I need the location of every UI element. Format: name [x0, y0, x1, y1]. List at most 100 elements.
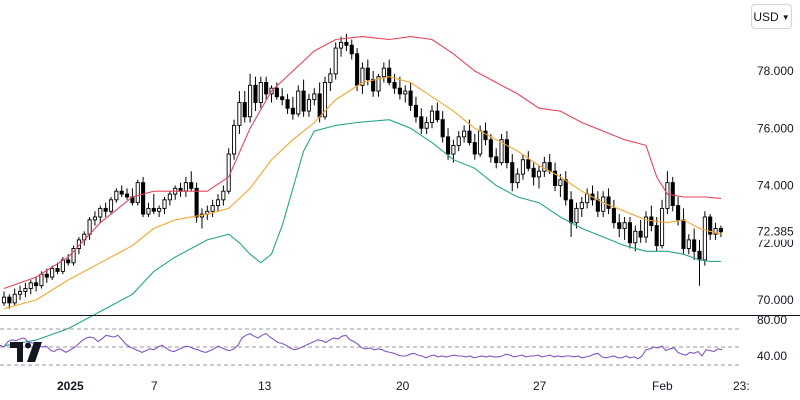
candle	[435, 102, 440, 123]
candle	[312, 88, 317, 106]
candle	[199, 208, 205, 229]
tradingview-logo-icon	[10, 342, 46, 367]
candle-body	[7, 296, 12, 304]
candle-body	[12, 293, 17, 304]
candle	[162, 196, 167, 215]
candle-body	[686, 239, 691, 249]
candle	[221, 185, 226, 206]
candle-body	[18, 290, 23, 295]
candle-body	[563, 179, 568, 201]
candle	[713, 222, 718, 240]
candle	[660, 199, 665, 249]
time-axis-label: 20	[396, 379, 410, 393]
candle	[189, 171, 194, 192]
candle-body	[360, 67, 365, 86]
price-axis-label: 78.000	[757, 64, 794, 78]
candle	[360, 62, 365, 94]
candle	[178, 182, 183, 197]
candle	[499, 133, 504, 166]
candle	[397, 76, 402, 100]
candle	[510, 154, 515, 192]
candle-body	[601, 196, 606, 212]
candle-body	[322, 81, 328, 118]
candle-body	[622, 222, 627, 229]
candle	[301, 79, 306, 117]
candle	[23, 282, 28, 298]
candle	[665, 171, 670, 215]
candle-body	[617, 222, 622, 229]
candle-body	[151, 207, 156, 212]
candle	[697, 239, 702, 286]
candle-body	[504, 139, 509, 164]
candle-body	[574, 207, 579, 224]
candle	[558, 174, 563, 197]
candle-body	[429, 110, 435, 123]
candle-body	[676, 205, 681, 221]
candle	[306, 93, 312, 117]
candle-body	[103, 207, 108, 212]
candle-body	[451, 144, 456, 155]
candle	[520, 154, 525, 180]
candle-body	[595, 199, 600, 212]
candle-body	[312, 93, 317, 101]
candle	[135, 179, 140, 206]
candle-body	[499, 139, 504, 164]
currency-label: USD	[753, 9, 779, 24]
candle	[494, 148, 499, 169]
candle-body	[280, 96, 285, 101]
candle	[408, 82, 413, 112]
candle-body	[296, 90, 301, 115]
candle	[12, 288, 17, 306]
candle-body	[665, 182, 670, 209]
candle-body	[606, 196, 611, 209]
candle-body	[376, 76, 381, 92]
candle-body	[558, 179, 563, 186]
candle	[50, 265, 55, 280]
candle-body	[697, 250, 702, 261]
candle	[429, 105, 435, 129]
candle-body	[553, 170, 558, 186]
candle-body	[670, 182, 675, 206]
candle	[654, 216, 659, 252]
candle-body	[349, 44, 354, 55]
candle-body	[248, 84, 253, 118]
candle	[210, 199, 215, 217]
candle	[34, 277, 39, 292]
candle-body	[611, 207, 616, 224]
currency-selector-button[interactable]: USD ▼	[751, 4, 792, 29]
candle	[622, 216, 627, 240]
candle-body	[542, 162, 547, 172]
candle-body	[392, 81, 397, 89]
candle-body	[708, 216, 713, 235]
candle-body	[472, 142, 477, 155]
candle-body	[419, 116, 424, 129]
candle-body	[301, 90, 306, 112]
candle	[253, 76, 258, 112]
candle-body	[141, 182, 146, 215]
candle	[403, 85, 408, 103]
candle-body	[387, 67, 392, 83]
rsi-pane: 80.00 40.00	[0, 313, 787, 366]
candle-body	[108, 199, 114, 212]
candle-body	[274, 87, 279, 98]
candle-body	[627, 222, 632, 244]
candle-body	[633, 230, 638, 244]
candle	[98, 205, 103, 223]
candle	[606, 188, 611, 215]
candle	[173, 185, 178, 200]
time-axis-label: 23:	[733, 379, 750, 393]
candle-body	[328, 73, 333, 83]
candle	[167, 191, 172, 206]
candle-body	[119, 190, 124, 195]
time-axis-label: 2025	[57, 379, 84, 393]
candle-body	[488, 139, 493, 158]
candle	[92, 211, 97, 226]
candle-body	[92, 216, 97, 221]
candle-body	[55, 268, 60, 272]
time-axis-label: 13	[258, 379, 272, 393]
candle	[344, 33, 349, 51]
candle	[66, 254, 71, 266]
candle	[387, 59, 392, 86]
candle	[649, 205, 654, 232]
